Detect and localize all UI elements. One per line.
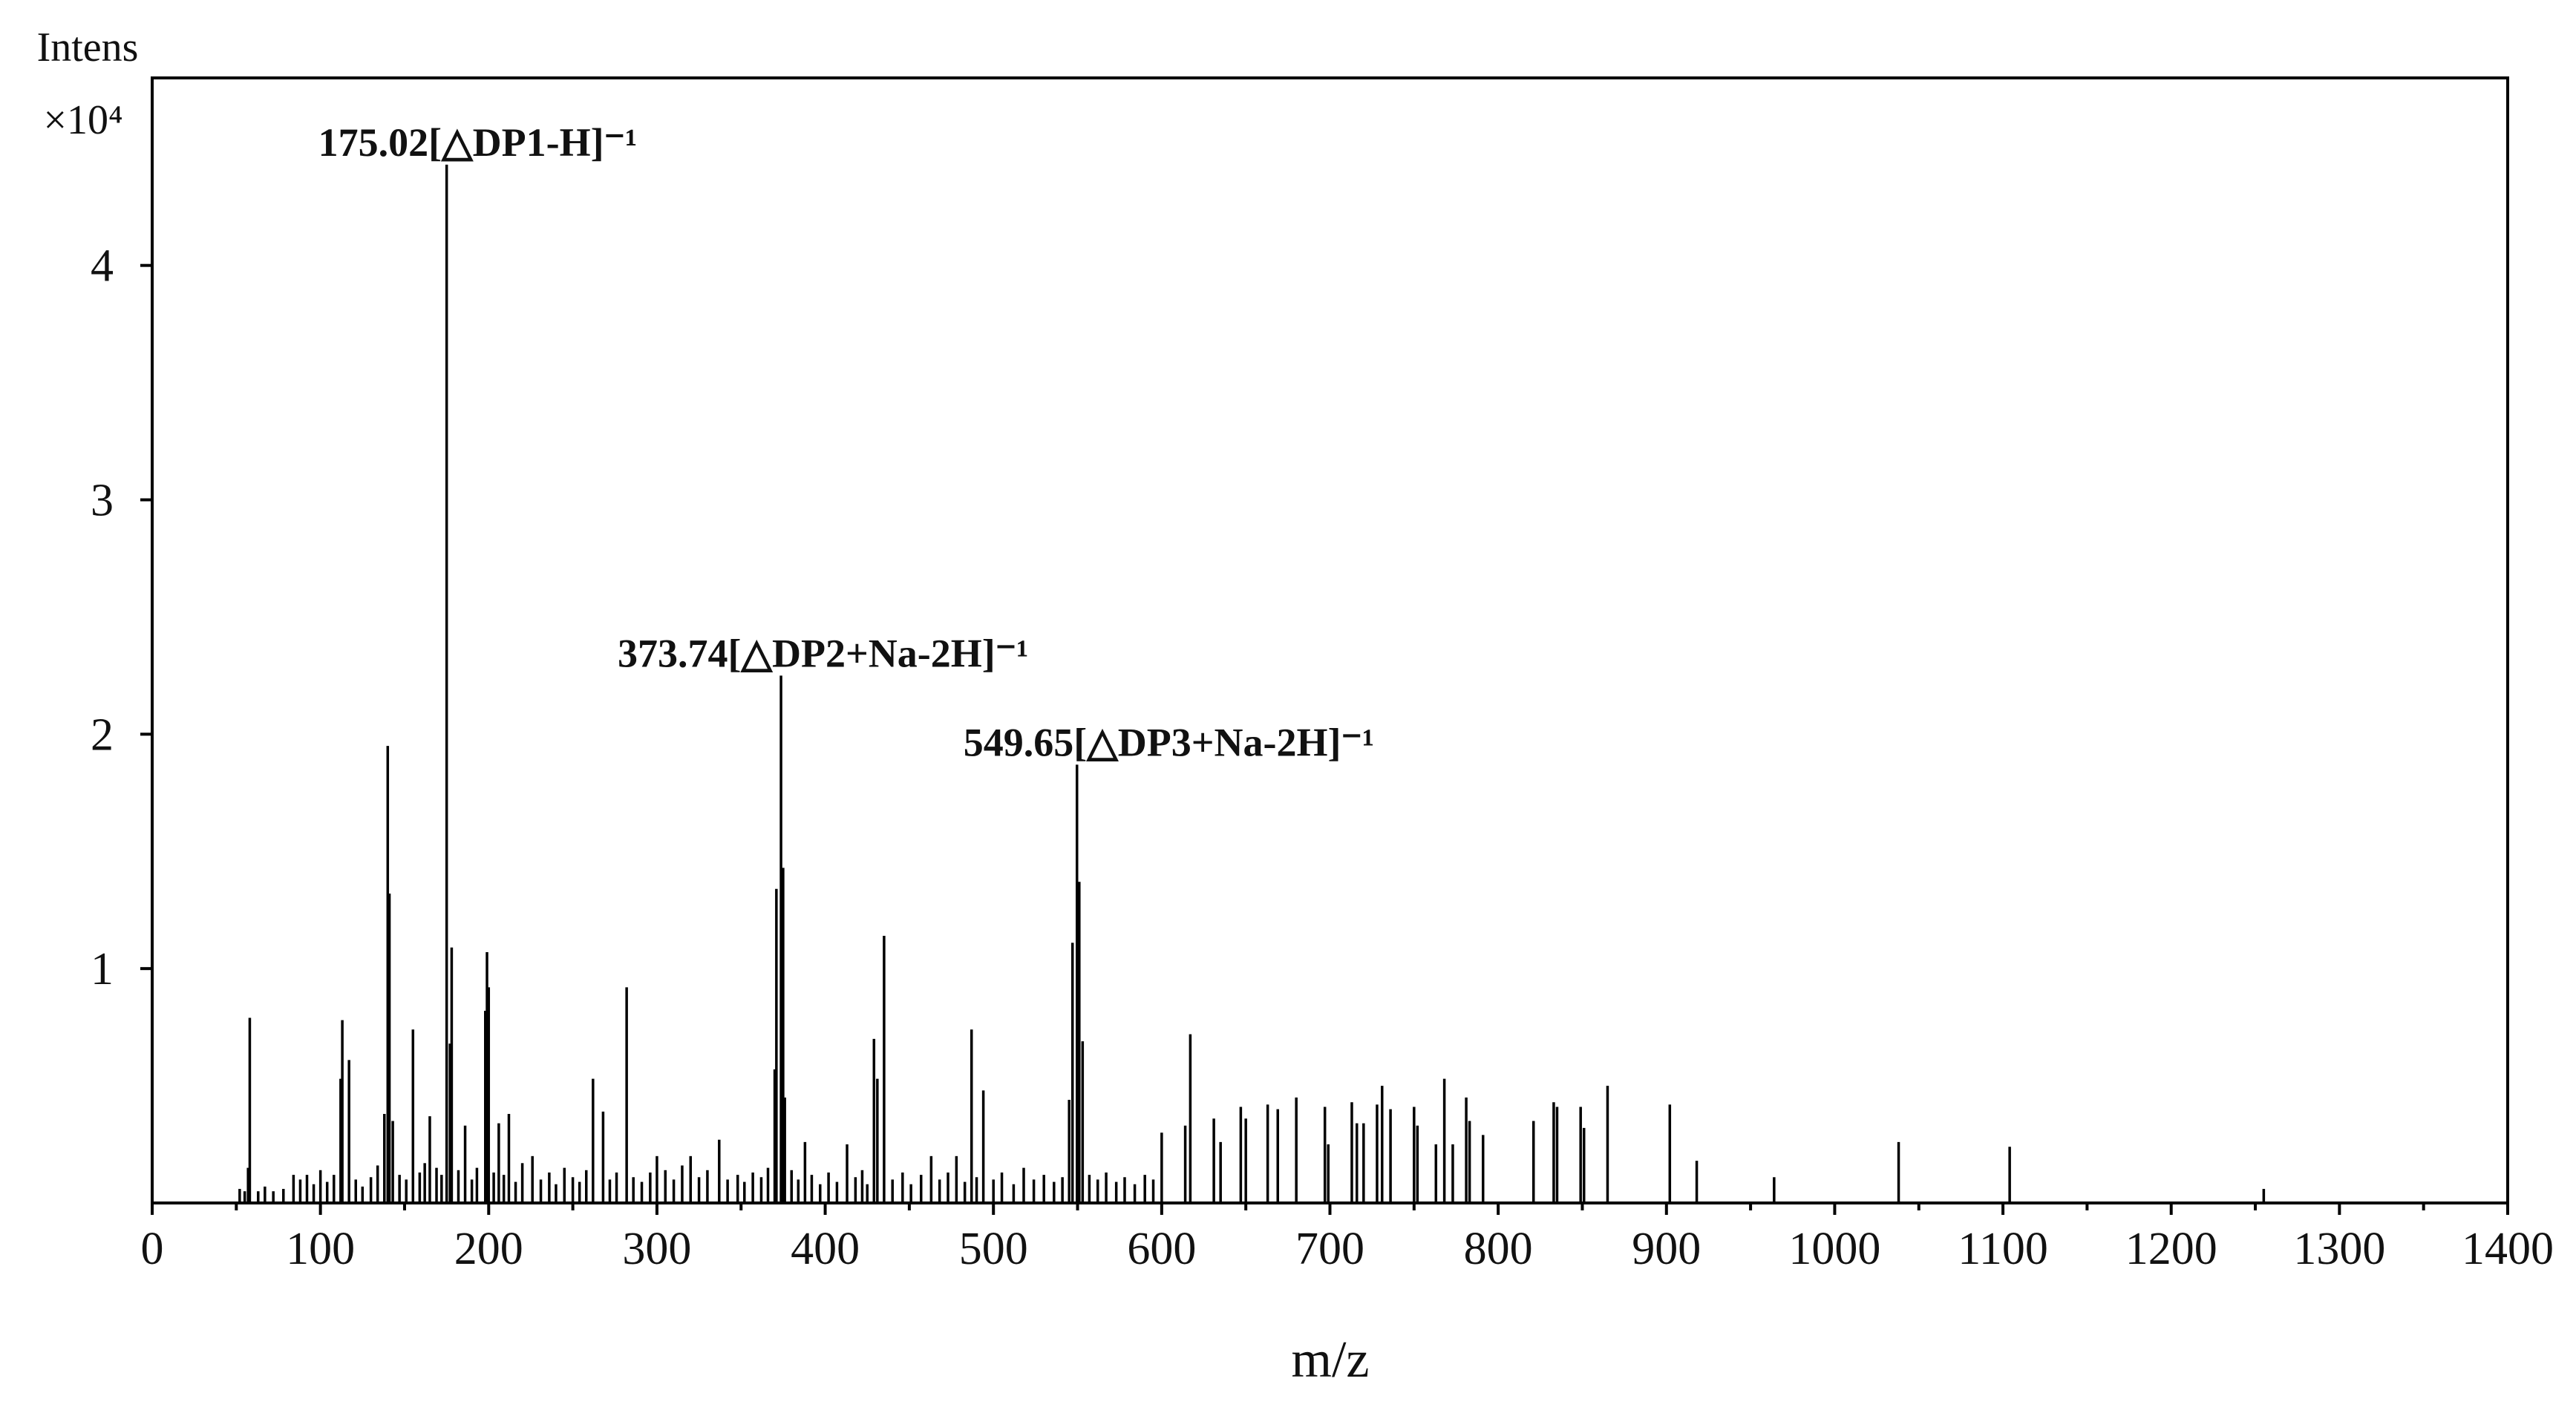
y-multiplier: ×10⁴	[43, 97, 122, 143]
plot-frame	[151, 76, 2509, 1204]
x-tick-label: 1100	[1958, 1224, 2048, 1274]
x-axis-label: m/z	[1292, 1331, 1370, 1389]
x-tick-label: 800	[1464, 1224, 1533, 1274]
x-tick-label: 700	[1295, 1224, 1364, 1274]
x-tick-label: 1200	[2125, 1224, 2217, 1274]
x-tick-label: 900	[1632, 1224, 1701, 1274]
x-tick-label: 100	[286, 1224, 355, 1274]
peak-annotation: 549.65[△DP3+Na-2H]⁻¹	[964, 720, 1374, 764]
x-tick-label: 200	[454, 1224, 523, 1274]
x-tick-label: 0	[141, 1224, 164, 1274]
x-tick-label: 500	[959, 1224, 1028, 1274]
x-tick-label: 600	[1127, 1224, 1196, 1274]
y-axis-label: Intens	[37, 24, 139, 71]
x-tick-label: 1400	[2462, 1224, 2554, 1274]
x-tick-label: 300	[622, 1224, 691, 1274]
y-tick-label: 4	[91, 241, 114, 292]
y-tick-label: 3	[91, 476, 114, 526]
x-tick-label: 1300	[2293, 1224, 2385, 1274]
x-tick-label: 400	[791, 1224, 860, 1274]
peak-annotation: 175.02[△DP1-H]⁻¹	[318, 120, 638, 165]
peak-annotation: 373.74[△DP2+Na-2H]⁻¹	[618, 631, 1028, 675]
y-tick-label: 1	[91, 944, 114, 994]
x-tick-label: 1000	[1788, 1224, 1880, 1274]
y-tick-label: 2	[91, 709, 114, 760]
